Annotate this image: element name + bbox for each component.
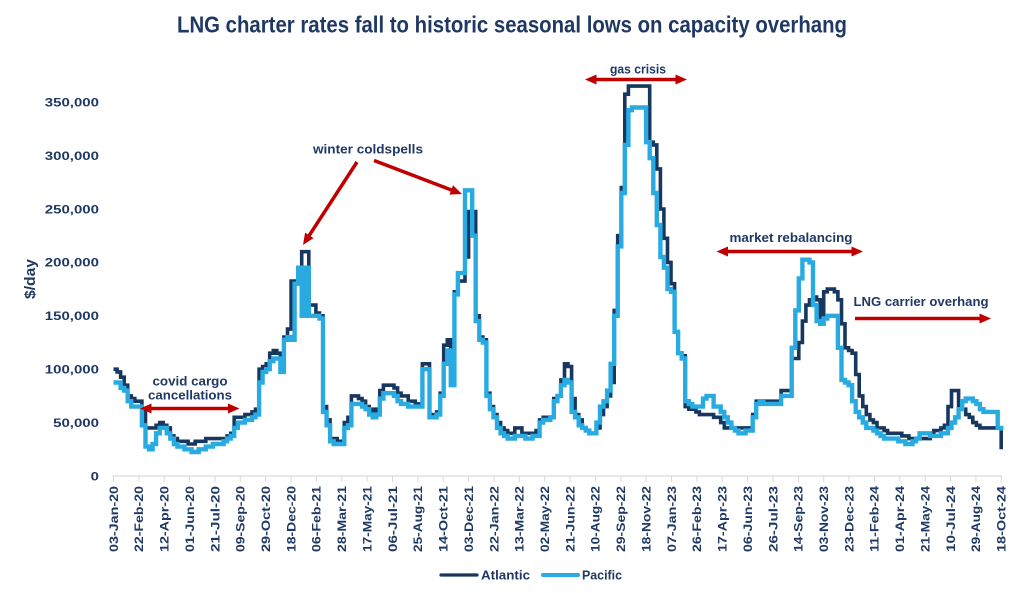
svg-text:22-Jan-22: 22-Jan-22 [487, 486, 501, 552]
svg-text:28-Mar-21: 28-Mar-21 [335, 486, 349, 552]
svg-text:03-Dec-21: 03-Dec-21 [462, 486, 476, 552]
svg-text:21-Jul-20: 21-Jul-20 [208, 486, 222, 552]
svg-text:01-Apr-24: 01-Apr-24 [893, 486, 907, 552]
svg-text:350,000: 350,000 [45, 95, 100, 109]
svg-text:18-Oct-24: 18-Oct-24 [995, 486, 1009, 552]
svg-text:14-Oct-21: 14-Oct-21 [437, 486, 451, 552]
svg-text:03-Nov-23: 03-Nov-23 [817, 486, 831, 552]
svg-text:22-Feb-20: 22-Feb-20 [132, 486, 146, 552]
svg-text:Pacific: Pacific [582, 568, 622, 583]
svg-text:06-Jun-23: 06-Jun-23 [741, 486, 755, 552]
svg-text:covid cargo: covid cargo [153, 375, 228, 389]
svg-text:17-Apr-23: 17-Apr-23 [716, 486, 730, 552]
svg-text:25-Aug-21: 25-Aug-21 [411, 486, 425, 552]
svg-text:0: 0 [91, 469, 100, 483]
svg-text:200,000: 200,000 [45, 256, 100, 270]
svg-text:150,000: 150,000 [45, 309, 100, 323]
svg-text:10-Jul-24: 10-Jul-24 [944, 486, 958, 552]
svg-text:07-Jan-23: 07-Jan-23 [665, 486, 679, 552]
svg-text:winter coldspells: winter coldspells [312, 143, 423, 157]
svg-text:29-Oct-20: 29-Oct-20 [259, 486, 273, 552]
svg-text:14-Sep-23: 14-Sep-23 [792, 486, 806, 552]
svg-text:LNG charter rates fall to hist: LNG charter rates fall to historic seaso… [177, 12, 847, 38]
svg-text:cancellations: cancellations [148, 389, 232, 403]
svg-text:09-Sep-20: 09-Sep-20 [234, 486, 248, 552]
svg-text:26-Feb-23: 26-Feb-23 [690, 486, 704, 552]
svg-text:$/day: $/day [22, 258, 39, 299]
svg-text:21-May-24: 21-May-24 [919, 486, 933, 552]
svg-text:06-Jul-21: 06-Jul-21 [386, 486, 400, 552]
svg-text:gas crisis: gas crisis [610, 63, 666, 77]
svg-text:29-Aug-24: 29-Aug-24 [969, 486, 983, 552]
svg-text:17-May-21: 17-May-21 [360, 486, 374, 552]
svg-text:300,000: 300,000 [45, 149, 100, 163]
svg-text:250,000: 250,000 [45, 202, 100, 216]
svg-text:23-Dec-23: 23-Dec-23 [842, 486, 856, 552]
svg-text:LNG carrier overhang: LNG carrier overhang [854, 295, 989, 309]
svg-text:03-Jan-20: 03-Jan-20 [107, 486, 121, 552]
svg-text:29-Sep-22: 29-Sep-22 [614, 486, 628, 552]
svg-text:11-Feb-24: 11-Feb-24 [868, 486, 882, 552]
svg-text:Atlantic: Atlantic [481, 568, 530, 583]
svg-text:10-Aug-22: 10-Aug-22 [589, 486, 603, 552]
svg-text:02-May-22: 02-May-22 [538, 486, 552, 552]
svg-text:26-Jul-23: 26-Jul-23 [766, 486, 780, 552]
svg-text:100,000: 100,000 [45, 362, 100, 376]
svg-text:01-Jun-20: 01-Jun-20 [183, 486, 197, 552]
svg-text:market rebalancing: market rebalancing [730, 231, 853, 245]
svg-text:50,000: 50,000 [53, 416, 99, 430]
svg-text:18-Nov-22: 18-Nov-22 [639, 486, 653, 552]
svg-text:13-Mar-22: 13-Mar-22 [513, 486, 527, 552]
svg-text:06-Feb-21: 06-Feb-21 [310, 486, 324, 552]
svg-text:18-Dec-20: 18-Dec-20 [284, 486, 298, 552]
svg-text:21-Jun-22: 21-Jun-22 [563, 486, 577, 552]
svg-text:12-Apr-20: 12-Apr-20 [157, 486, 171, 552]
